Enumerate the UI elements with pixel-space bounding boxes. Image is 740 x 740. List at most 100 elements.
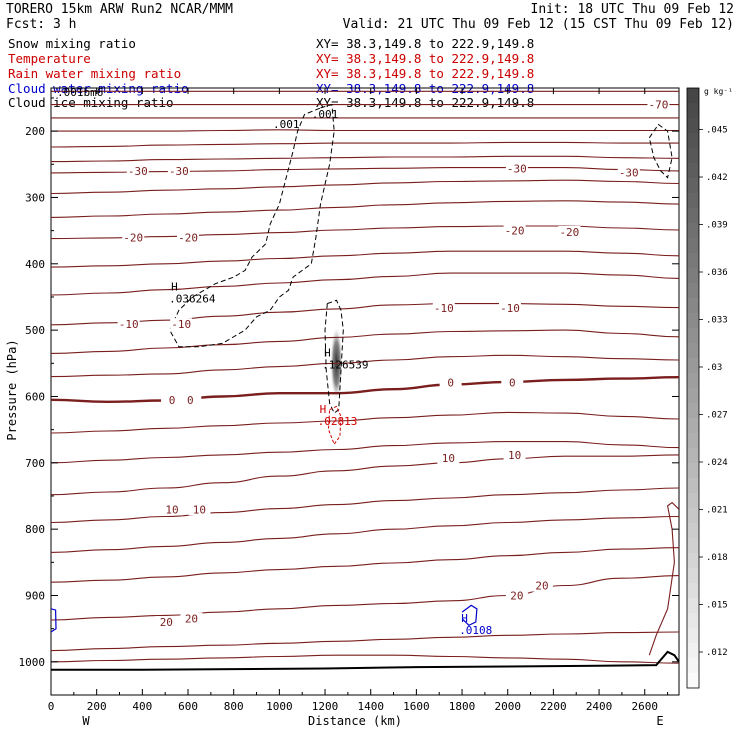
colorbar-cell [687,658,699,674]
colorbar-cell [687,493,699,509]
snow-contour [648,123,673,179]
contour-label-bg [170,318,193,331]
colorbar-cell [687,388,699,404]
isotherm-line [51,179,679,195]
y-tick-label: 500 [25,324,45,337]
isotherm-line [51,167,679,174]
colorbar-cell [687,433,699,449]
legend-xy-snow: XY= 38.3,149.8 to 222.9,149.8 [316,36,534,51]
plot-area: -70 -30 -30 -30 -30 -20 -20 -20 -20 -10 -10 -10 -10 0… [51,90,679,671]
temperature-contour-label: -30 [128,165,148,178]
isotherm-line [51,515,679,553]
plot-content: -70 -30 -30 -30 -30 -20 -20 -20 -20 -10 -10 -10 -10 0… [51,90,679,671]
temperature-contour-label: -70 [649,99,669,112]
colorbar-tick-label: .033 [706,316,728,326]
colorbar-cell [687,418,699,434]
isotherm-line [51,575,679,621]
colorbar-tick-label: .021 [706,506,728,516]
x-tick-label: 600 [178,700,198,713]
west-end-label: W [82,714,90,728]
temperature-contour-label: -10 [434,302,454,315]
ground-line [51,650,679,671]
contour-label-bg [439,376,462,389]
colorbar-cell [687,508,699,524]
x-tick-label: 2400 [586,700,613,713]
y-tick-label: 800 [25,523,45,536]
colorbar-cell [687,478,699,494]
colorbar-cell [687,88,699,104]
colorbar-frame [686,87,700,689]
colorbar-cell [687,613,699,629]
colorbar-cell [687,283,699,299]
colorbar-cell [687,583,699,599]
temperature-contour-label: -30 [619,166,639,179]
contour-label-bg [617,166,640,179]
temperature-contour-label: 20 [535,580,548,593]
isotherm-line [648,501,679,656]
axes: 0 200 400 600 800 1000 1200 1400 1600 1800 2000 220… [19,88,679,713]
colorbar-cell [687,133,699,149]
header-fcst: Fcst: 3 h [6,17,76,32]
colorbar-cell [687,373,699,389]
contour-label-bg [505,162,528,175]
contour-label-bg [499,302,522,315]
colorbar-cell [687,628,699,644]
x-tick-label: 1800 [449,700,476,713]
contour-label-bg [432,302,455,315]
colorbar-cell [687,178,699,194]
x-tick-label: 2000 [494,700,521,713]
colorbar-tick-label: .027 [706,411,728,421]
x-tick-label: 800 [224,700,244,713]
maximum-value: .126539 [322,359,368,372]
header-valid: Valid: 21 UTC Thu 09 Feb 12 (15 CST Thu … [343,17,734,32]
colorbar: g kg⁻¹ .012 .015 .018 .021 .024 .027 .03 .033 .03… [686,87,733,689]
colorbar-cell [687,448,699,464]
maximum-symbol: H [461,612,468,625]
isotherm-line [51,141,679,148]
contour-label-bg [503,224,526,237]
temperature-contour-label: -10 [500,302,520,315]
y-tick-label: 400 [25,258,45,271]
x-axis-label: Distance (km) [308,714,402,728]
isotherm-line [51,329,679,354]
isotherm-line [51,631,679,652]
colorbar-tick-label: .045 [706,126,728,136]
x-tick-label: 0 [48,700,55,713]
colorbar-tick-label: .024 [706,458,728,468]
y-tick-label: 900 [25,589,45,602]
snow-contour-label: .001 [312,108,339,121]
colorbar-tick-label: .039 [706,221,728,231]
colorbar-cell [687,268,699,284]
colorbar-tick-label: .036 [706,268,728,278]
contour-label-bg [122,231,145,244]
x-tick-label: 200 [87,700,107,713]
contour-label-bg [558,225,581,238]
colorbar-cell [687,598,699,614]
y-tick-label: 700 [25,457,45,470]
maximum-value: .036264 [169,292,216,305]
maximum-symbol: H [320,403,327,416]
temperature-contour-label: 20 [160,616,173,629]
colorbar-cell [687,253,699,269]
contour-label-bg [530,579,553,592]
isotherm-line [51,303,679,326]
colorbar-tick-label: .018 [706,553,728,563]
colorbar-cell [687,343,699,359]
isotherm-line [51,272,679,296]
colorbar-cell [687,328,699,344]
y-tick-label: 300 [25,191,45,204]
contour-label-bg [188,503,211,516]
contour-label-bg [437,452,460,465]
temperature-contour-label: -30 [507,162,527,175]
isotherm-line [51,547,679,583]
maximum-symbol: H [324,347,331,360]
colorbar-cell [687,193,699,209]
colorbar-cell [687,163,699,179]
colorbar-tick-label: .03 [706,363,722,373]
x-tick-label: 2600 [631,700,658,713]
colorbar-unit: g kg⁻¹ [704,87,733,96]
colorbar-cell [687,673,699,689]
maximum-symbol: H [171,280,178,293]
header-init: Init: 18 UTC Thu 09 Feb 12 [531,2,735,17]
